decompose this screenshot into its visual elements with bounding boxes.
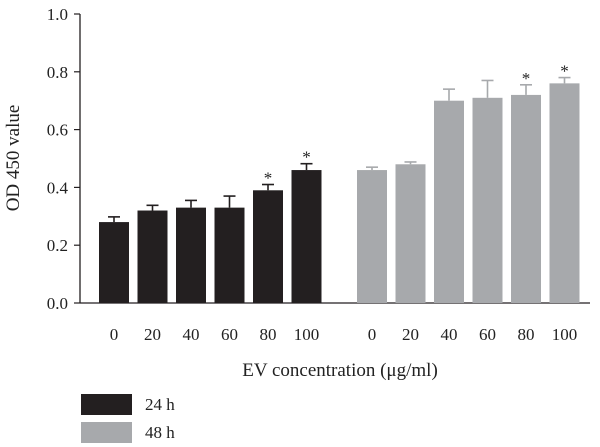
bar-24h xyxy=(176,207,206,303)
bar-48h xyxy=(472,97,503,303)
bar-24h xyxy=(253,190,283,303)
legend-swatch xyxy=(81,422,132,443)
x-tick-label: 60 xyxy=(479,325,496,344)
x-tick-label: 0 xyxy=(110,325,119,344)
bar-48h xyxy=(549,83,580,303)
y-tick-label: 0.4 xyxy=(47,178,69,197)
x-tick-label: 20 xyxy=(402,325,419,344)
bar-24h xyxy=(99,222,129,303)
significance-marker: * xyxy=(302,148,311,167)
significance-marker: * xyxy=(522,69,531,88)
x-tick-labels: 0 20 40 60 80 100 0 20 40 60 80 100 xyxy=(110,325,578,344)
x-tick-label: 20 xyxy=(144,325,161,344)
bar-48h xyxy=(395,164,426,303)
x-tick-label: 60 xyxy=(221,325,238,344)
bars: * * * * xyxy=(99,62,580,303)
x-tick-label: 0 xyxy=(368,325,377,344)
legend-swatch xyxy=(81,394,132,415)
bar-24h xyxy=(291,170,322,303)
bar-24h xyxy=(137,210,168,303)
y-tick-label: 0.2 xyxy=(47,236,68,255)
x-tick-label: 80 xyxy=(260,325,277,344)
bar-48h xyxy=(357,170,387,303)
bar-48h xyxy=(511,94,541,303)
legend: 24 h 48 h xyxy=(81,394,175,443)
x-tick-label: 40 xyxy=(183,325,200,344)
x-axis-label: EV concentration (μg/ml) xyxy=(242,360,438,381)
y-axis-label: OD 450 value xyxy=(3,105,24,212)
legend-label: 24 h xyxy=(145,395,175,414)
y-tick-label: 0.8 xyxy=(47,63,68,82)
legend-label: 48 h xyxy=(145,423,175,442)
x-tick-label: 80 xyxy=(518,325,535,344)
significance-marker: * xyxy=(560,62,569,81)
x-tick-label: 100 xyxy=(552,325,578,344)
bar-48h xyxy=(434,100,464,303)
x-tick-label: 100 xyxy=(294,325,320,344)
x-tick-label: 40 xyxy=(441,325,458,344)
significance-marker: * xyxy=(264,169,273,188)
bar-24h xyxy=(214,207,245,303)
y-tick-label: 0.0 xyxy=(47,294,68,313)
y-tick-label: 0.6 xyxy=(47,121,68,140)
y-tick-label: 1.0 xyxy=(47,5,68,24)
